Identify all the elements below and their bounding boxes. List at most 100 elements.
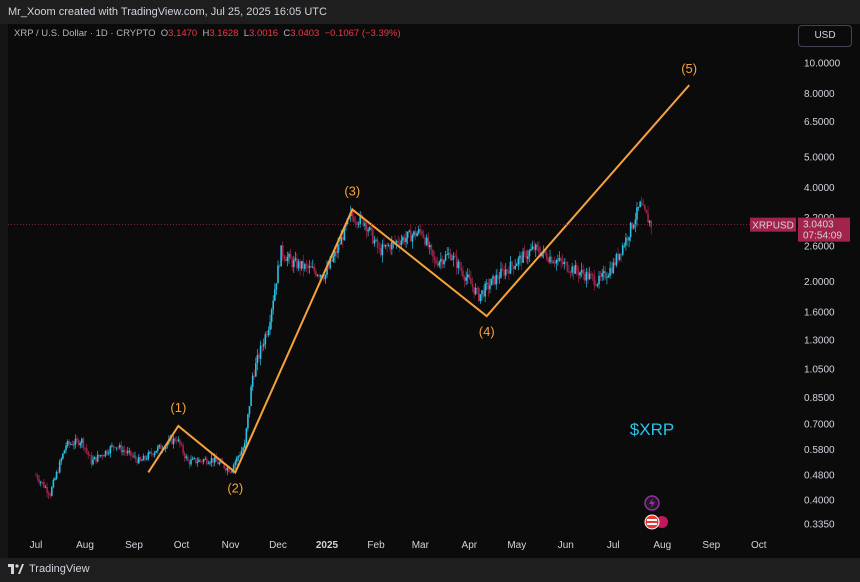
candle-body xyxy=(446,253,448,255)
candle-body xyxy=(503,269,505,276)
candle-body xyxy=(150,451,153,454)
candle-body xyxy=(609,267,611,276)
candle-body xyxy=(633,224,635,229)
tradingview-logo[interactable]: TradingView xyxy=(8,563,90,575)
candle-body xyxy=(471,284,474,287)
candle-body xyxy=(41,481,44,483)
wave-label: (3) xyxy=(344,183,360,198)
candle-body xyxy=(145,458,148,460)
candle-body xyxy=(240,450,243,456)
candle-body xyxy=(504,269,507,276)
candle-body xyxy=(92,459,94,465)
us-flag-stripe-icon xyxy=(647,519,657,521)
candle-body xyxy=(109,446,112,454)
candle-body xyxy=(122,450,124,453)
candle-body xyxy=(251,375,254,387)
candle-body xyxy=(68,441,71,445)
candle-body xyxy=(591,274,594,276)
candle-body xyxy=(285,259,287,262)
candle-body xyxy=(253,375,256,377)
candle-body xyxy=(190,459,192,465)
candle-body xyxy=(54,478,56,481)
candle-body xyxy=(194,458,197,463)
candle-body xyxy=(553,262,556,264)
candle-body xyxy=(514,265,517,269)
candle-body xyxy=(304,264,306,269)
candle-body xyxy=(629,222,632,238)
candle-body xyxy=(383,244,385,247)
candle-body xyxy=(405,237,407,243)
candle-body xyxy=(297,261,300,269)
candle-body xyxy=(576,265,578,272)
candle-body xyxy=(125,451,127,453)
currency-button[interactable]: USD xyxy=(798,25,852,47)
x-tick-label: Sep xyxy=(125,540,143,551)
candle-body xyxy=(481,290,483,295)
candle-body xyxy=(525,251,528,259)
candle-body xyxy=(528,250,531,257)
candle-body xyxy=(104,450,107,456)
y-tick-label: 4.0000 xyxy=(804,183,835,194)
candle-body xyxy=(334,251,336,257)
candle-body xyxy=(531,246,534,250)
high-value: 3.1628 xyxy=(209,28,239,39)
candle-body xyxy=(572,266,575,274)
candle-body xyxy=(527,256,529,259)
candle-body xyxy=(142,455,145,461)
candle-body xyxy=(585,271,588,281)
candle-body xyxy=(63,450,66,454)
candle-body xyxy=(370,227,373,230)
candle-body xyxy=(598,275,600,285)
candle-body xyxy=(560,258,562,262)
candle-body xyxy=(210,457,213,463)
candle-body xyxy=(256,355,259,364)
candle-body xyxy=(544,249,547,254)
candle-body xyxy=(520,255,523,263)
candle-body xyxy=(473,286,475,295)
candle-body xyxy=(459,261,461,269)
candle-body xyxy=(468,274,471,279)
wave-label: (2) xyxy=(227,480,243,495)
candle-body xyxy=(614,262,616,266)
candle-body xyxy=(62,453,64,459)
us-flag-icon xyxy=(644,514,660,530)
candle-body xyxy=(565,262,567,263)
y-tick-label: 8.0000 xyxy=(804,89,835,100)
open-label: O xyxy=(160,28,169,39)
x-tick-label: Feb xyxy=(367,540,385,551)
candle-body xyxy=(636,207,638,220)
candle-body xyxy=(440,258,442,262)
candle-body xyxy=(432,249,434,257)
candle-body xyxy=(114,447,116,449)
candle-body xyxy=(444,254,447,261)
candle-body xyxy=(183,452,186,458)
x-tick-label: Jul xyxy=(607,540,620,551)
symbol-annotation: $XRP xyxy=(630,420,674,439)
y-tick-label: 1.0500 xyxy=(804,364,835,375)
candle-body xyxy=(259,345,262,359)
x-tick-label: Jun xyxy=(558,540,574,551)
candle-body xyxy=(93,457,96,460)
candle-body xyxy=(147,452,150,459)
candle-body xyxy=(171,438,173,445)
x-tick-label: Jul xyxy=(30,540,43,551)
candle-body xyxy=(373,240,376,244)
tradingview-logo-icon xyxy=(8,563,24,574)
candle-body xyxy=(266,334,268,336)
candle-body xyxy=(330,259,333,262)
candle-body xyxy=(101,455,104,457)
candle-body xyxy=(258,355,260,359)
candle-body xyxy=(414,231,417,237)
candle-body xyxy=(639,201,641,208)
candle-body xyxy=(289,254,292,259)
candle-body xyxy=(280,245,282,267)
candle-body xyxy=(136,459,139,464)
candle-body xyxy=(296,258,298,269)
candle-body xyxy=(402,237,404,241)
candle-body xyxy=(55,471,58,479)
candle-body xyxy=(411,235,414,242)
candle-body xyxy=(261,345,263,347)
candle-body xyxy=(277,265,279,284)
candle-body xyxy=(38,479,40,483)
